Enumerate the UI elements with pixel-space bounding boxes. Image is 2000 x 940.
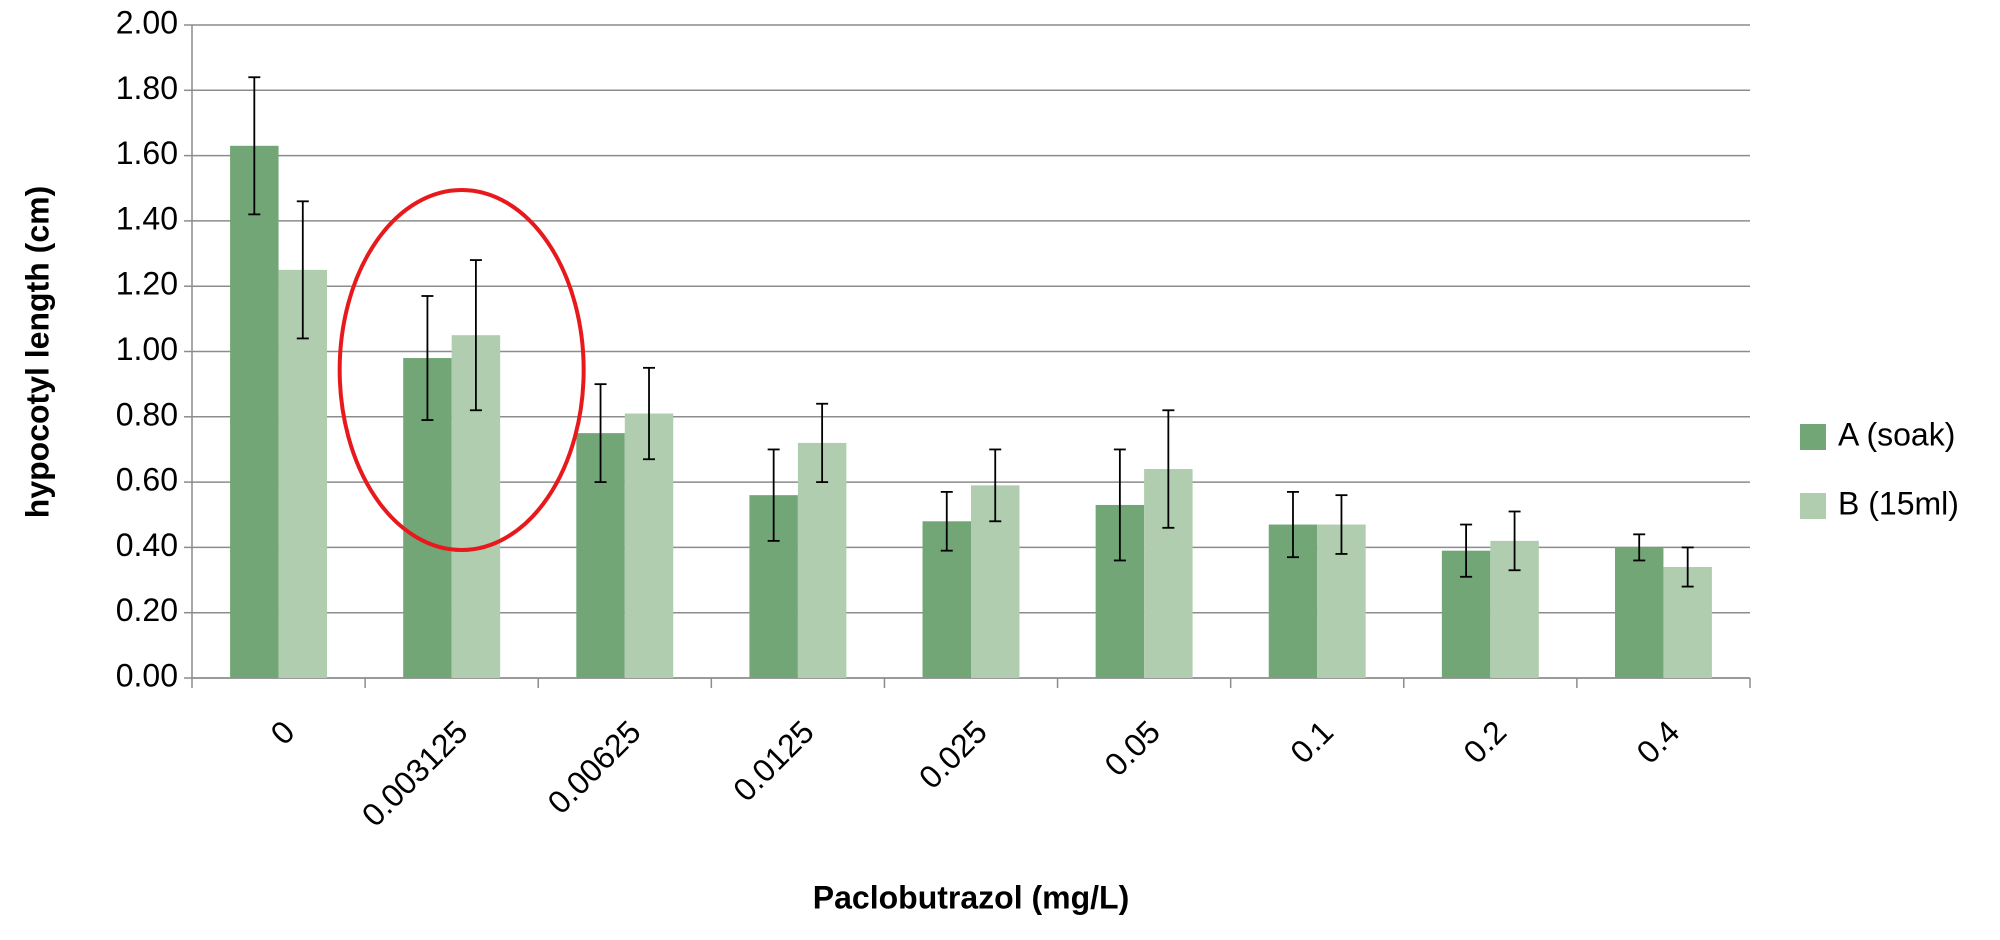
x-tick-label: 0.00625 xyxy=(540,713,647,820)
legend-label: B (15ml) xyxy=(1838,485,1959,521)
y-tick-label: 1.80 xyxy=(116,70,178,106)
x-axis-title: Paclobutrazol (mg/L) xyxy=(813,879,1129,915)
y-tick-label: 0.80 xyxy=(116,396,178,432)
x-tick-label: 0 xyxy=(263,713,301,751)
x-tick-label: 0.2 xyxy=(1456,713,1513,770)
x-tick-label: 0.05 xyxy=(1098,713,1167,782)
legend-label: A (soak) xyxy=(1838,416,1955,452)
x-tick-label: 0.0125 xyxy=(726,713,821,808)
legend-swatch xyxy=(1800,424,1826,450)
y-tick-label: 2.00 xyxy=(116,4,178,40)
y-tick-label: 1.60 xyxy=(116,135,178,171)
y-tick-label: 1.40 xyxy=(116,200,178,236)
bar xyxy=(230,145,279,678)
x-tick-label: 0.003125 xyxy=(355,713,475,833)
y-tick-label: 0.00 xyxy=(116,657,178,693)
highlight-ellipse xyxy=(337,188,586,552)
y-tick-label: 0.20 xyxy=(116,592,178,628)
y-axis-title: hypocotyl length (cm) xyxy=(19,186,55,518)
legend-swatch xyxy=(1800,493,1826,519)
y-tick-label: 0.60 xyxy=(116,462,178,498)
y-tick-label: 1.00 xyxy=(116,331,178,367)
bar xyxy=(1614,547,1664,678)
x-tick-label: 0.4 xyxy=(1629,713,1686,770)
x-tick-label: 0.025 xyxy=(912,713,994,795)
y-tick-label: 0.40 xyxy=(116,527,178,563)
x-tick-label: 0.1 xyxy=(1283,713,1340,770)
y-tick-label: 1.20 xyxy=(116,266,178,302)
